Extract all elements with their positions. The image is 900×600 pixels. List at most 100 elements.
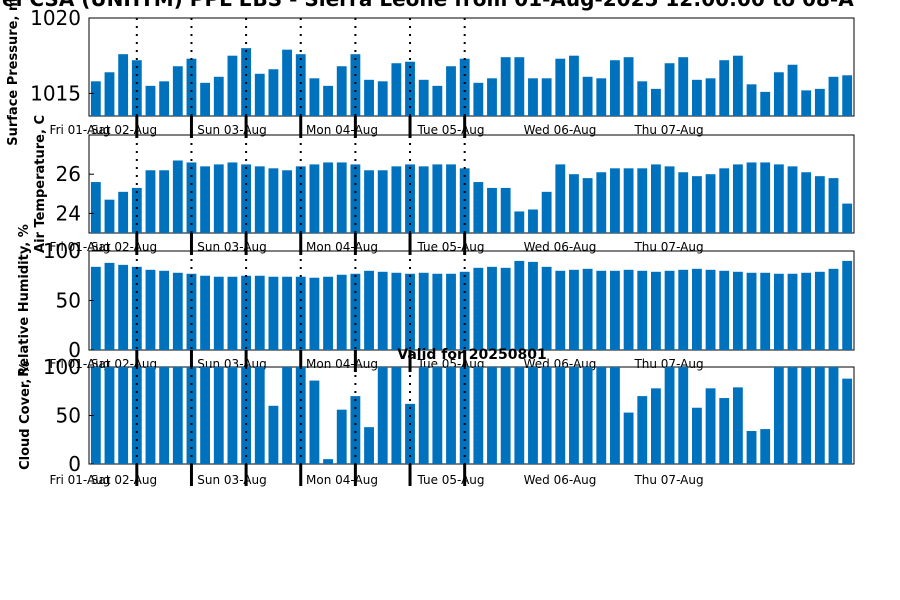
pressure-bar [705,78,716,116]
pressure-day-label: Tue 05-Aug [416,123,484,137]
pressure-bar [131,60,142,116]
humidity-bar [213,276,224,350]
temperature-bar [118,191,129,233]
pressure-bar [432,85,443,116]
temperature-bar [773,164,784,233]
temperature-bar [582,178,593,233]
humidity-bar [746,272,757,350]
pressure-bar [377,81,388,116]
pressure-bar [200,82,211,116]
humidity-bar [473,267,484,350]
humidity-bar [241,275,252,350]
cloud-cover-bar [487,367,497,464]
pressure-bar [159,81,170,116]
humidity-bar [295,276,306,350]
pressure-bar [637,81,648,116]
humidity-bar [104,262,115,350]
temperature-bar [131,187,142,233]
cloud-cover-bar [842,378,853,464]
temperature-bar [350,164,361,233]
temperature-bar [254,166,265,233]
cloud-cover-bar [432,367,443,464]
temperature-bar [528,209,538,233]
pressure-bar [842,75,853,116]
temperature-bar [418,166,429,233]
humidity-bar [405,273,415,350]
humidity-bar [541,266,552,350]
temperature-bar [336,162,347,233]
temperature-bar [90,182,101,233]
temperature-bar [432,164,443,233]
humidity-y-axis-label: Relative Humidity, % [17,224,32,377]
pressure-bar [596,78,607,116]
pressure-bar [268,69,279,116]
humidity-bar [787,273,798,350]
humidity-bar [118,264,129,350]
pressure-bar [746,84,757,116]
temperature-bar [814,176,825,233]
temperature-bar [323,162,333,233]
temperature-bar [446,164,456,233]
temperature-bar [691,176,702,233]
cloud-cover-bar [172,367,183,464]
cloud-cover-day-label: Fri 01-Aug [50,473,111,487]
temperature-bar [377,170,388,233]
pressure-bar [514,57,525,116]
temperature-bar [391,166,402,233]
cloud-cover-bar [254,367,265,464]
pressure-bar [678,57,689,116]
temperature-bar [732,164,743,233]
humidity-bar [282,276,292,350]
cloud-cover-bar [651,388,661,464]
cloud-cover-bar [555,367,566,464]
cloud-cover-bar [582,367,593,464]
temperature-axes-frame [88,134,855,234]
humidity-bar [500,267,511,350]
pressure-bar [487,78,497,116]
figure-title: el CSA (UNHTM) PPL EBS - Sierra Leone fr… [2,0,854,11]
temperature-bar [828,178,839,233]
pressure-day-label: Fri 01-Aug [50,123,111,137]
pressure-bar [814,88,825,116]
cloud-cover-bar [350,396,361,464]
temperature-bar [664,166,675,233]
pressure-bar [309,78,320,116]
temperature-bar [719,168,730,233]
humidity-day-label: Mon 04-Aug [306,357,378,371]
temperature-bar [405,164,415,233]
humidity-bar [691,268,702,350]
cloud-cover-bar [282,367,292,464]
cloud-cover-bar [773,367,784,464]
temperature-bar [364,170,374,233]
cloud-cover-bar [637,396,648,464]
temperature-bar [514,211,525,233]
humidity-bar [418,272,429,350]
temperature-day-label: Sun 03-Aug [197,240,266,254]
cloud-cover-bar [719,398,730,464]
pressure-bar [760,91,771,116]
humidity-bar [446,273,456,350]
temperature-ytick-label: 24 [56,201,81,225]
pressure-bar [610,60,620,116]
cloud-cover-bar [227,367,238,464]
cloud-cover-ytick-label: 50 [56,404,81,428]
pressure-bar [719,60,730,116]
humidity-bar [842,260,853,350]
cloud-cover-day-label: Wed 06-Aug [524,473,597,487]
cloud-cover-bar [268,405,279,464]
cloud-cover-bar [104,367,115,464]
temperature-bar [473,182,484,233]
humidity-bar [569,269,579,350]
pressure-bar [118,54,129,116]
pressure-bar [295,54,306,116]
cloud-cover-day-label: Thu 07-Aug [633,473,703,487]
cloud-cover-bar [500,367,511,464]
cloud-cover-bar [760,429,771,464]
humidity-bar [172,272,183,350]
pressure-bar [254,73,265,116]
temperature-bar [104,199,115,233]
humidity-bar [705,269,716,350]
